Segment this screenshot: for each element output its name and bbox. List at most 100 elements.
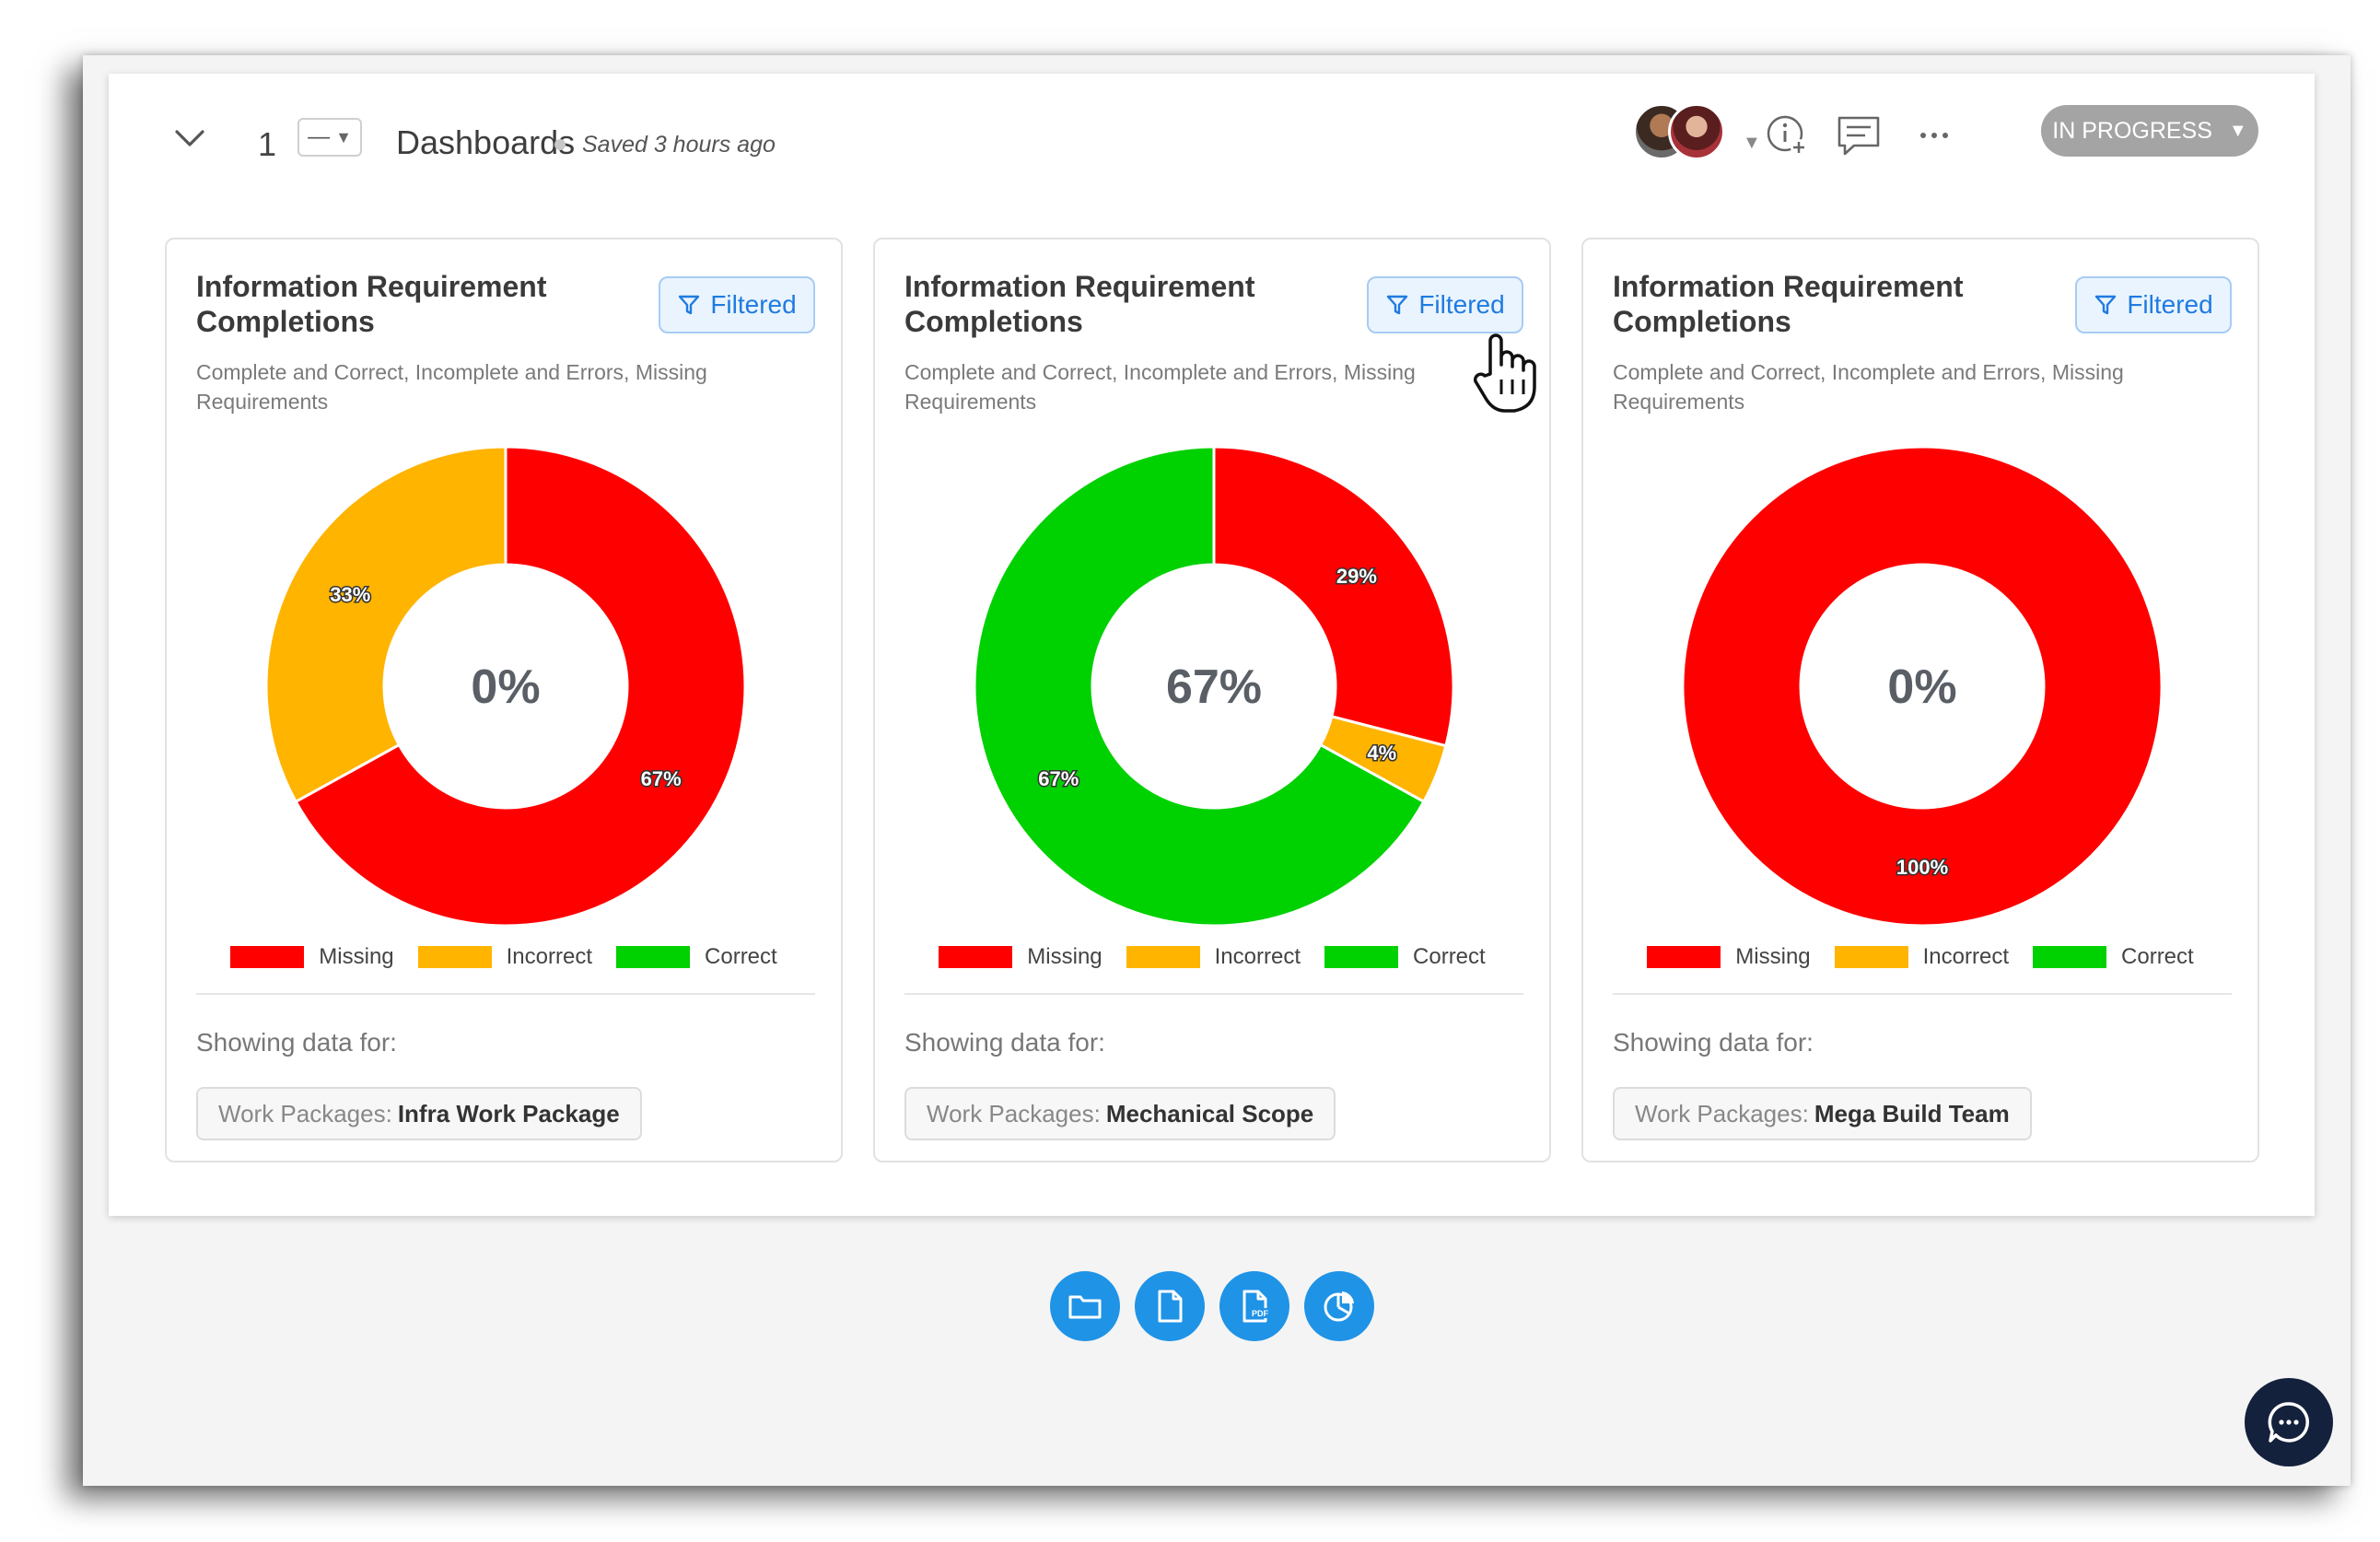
chevron-down-icon: ▼ (335, 127, 352, 146)
legend-label: Incorrect (1214, 944, 1301, 969)
filtered-button[interactable]: Filtered (2075, 276, 2232, 333)
export-pdf-button[interactable]: PDF (1219, 1271, 1289, 1341)
legend-swatch-missing (1647, 946, 1721, 968)
chart-legend: Missing Incorrect Correct (167, 944, 841, 970)
legend-label: Missing (1027, 944, 1102, 969)
more-icon[interactable] (1909, 111, 1959, 160)
donut-chart: 67% 33% 0% (264, 445, 747, 928)
card-title: Information Requirement Completions (196, 270, 547, 338)
avatar-dropdown-icon[interactable]: ▼ (1743, 133, 1761, 153)
level-selector[interactable]: — ▼ (298, 118, 362, 157)
legend-item-correct: Correct (2033, 944, 2194, 970)
showing-data-label: Showing data for: (1613, 1028, 1814, 1057)
donut-chart: 29% 4% 67% 67% (973, 445, 1455, 928)
legend-swatch-missing (230, 946, 305, 968)
legend-label: Incorrect (1922, 944, 2010, 969)
legend-swatch-correct (616, 946, 691, 968)
page-title: Dashboards (396, 123, 576, 161)
legend-label: Incorrect (506, 944, 593, 969)
card-title: Information Requirement Completions (904, 270, 1255, 338)
chart-card: Information Requirement Completions Filt… (165, 238, 843, 1162)
comment-icon[interactable] (1834, 111, 1884, 160)
legend-item-incorrect: Incorrect (1834, 944, 2010, 970)
work-package-tag[interactable]: Work Packages: Infra Work Package (196, 1087, 642, 1140)
info-add-icon[interactable] (1762, 111, 1812, 160)
legend-item-missing: Missing (1647, 944, 1811, 970)
status-label: IN PROGRESS (2052, 117, 2212, 144)
chart-legend: Missing Incorrect Correct (875, 944, 1549, 970)
chat-icon (2268, 1402, 2310, 1443)
tag-value: Mega Build Team (1814, 1099, 2010, 1127)
donut-slice-incorrect[interactable] (264, 445, 508, 804)
legend-item-incorrect: Incorrect (417, 944, 593, 970)
legend-swatch-incorrect (417, 946, 492, 968)
chart-legend: Missing Incorrect Correct (1583, 944, 2258, 970)
filter-icon (1387, 295, 1408, 315)
donut-chart: 100% 0% (1681, 445, 2164, 928)
legend-label: Correct (2121, 944, 2194, 969)
work-package-tag[interactable]: Work Packages: Mechanical Scope (904, 1087, 1336, 1140)
legend-swatch-correct (1324, 946, 1399, 968)
legend-label: Missing (1735, 944, 1811, 969)
donut-center-value: 0% (471, 660, 540, 714)
card-subtitle: Complete and Correct, Incomplete and Err… (1613, 360, 2124, 414)
tag-key: Work Packages: (1635, 1099, 1809, 1127)
section-number: 1 (258, 125, 277, 163)
hand-cursor-icon (1473, 333, 1536, 413)
legend-item-missing: Missing (939, 944, 1102, 970)
chevron-down-icon: ▼ (2228, 120, 2247, 141)
legend-label: Correct (1413, 944, 1486, 969)
divider (196, 993, 815, 995)
filtered-label: Filtered (710, 290, 797, 319)
legend-swatch-missing (939, 946, 1013, 968)
legend-label: Missing (319, 944, 394, 969)
donut-slice-missing[interactable] (1681, 445, 2164, 928)
slice-label-missing: 67% (641, 767, 682, 790)
svg-text:PDF: PDF (1252, 1309, 1269, 1318)
filtered-label: Filtered (2127, 290, 2213, 319)
filtered-button[interactable]: Filtered (1367, 276, 1523, 333)
app-window: 1 — ▼ Dashboards Saved 3 hours ago ▼ (83, 55, 2351, 1486)
card-subtitle: Complete and Correct, Incomplete and Err… (904, 360, 1416, 414)
legend-swatch-correct (2033, 946, 2107, 968)
legend-item-correct: Correct (1324, 944, 1486, 970)
donut-center-value: 0% (1887, 660, 1956, 714)
donut-slice-correct[interactable] (973, 445, 1426, 928)
document-button[interactable] (1135, 1271, 1205, 1341)
legend-item-missing: Missing (230, 944, 394, 970)
legend-label: Correct (705, 944, 777, 969)
showing-data-label: Showing data for: (196, 1028, 397, 1057)
collapse-chevron-icon[interactable] (173, 122, 206, 155)
status-dropdown[interactable]: IN PROGRESS ▼ (2041, 105, 2258, 157)
saved-status: Saved 3 hours ago (582, 132, 776, 158)
dashboard-panel: 1 — ▼ Dashboards Saved 3 hours ago ▼ (109, 74, 2315, 1216)
slice-label-incorrect: 33% (330, 583, 370, 606)
chart-view-button[interactable] (1304, 1271, 1374, 1341)
panel-header: 1 — ▼ Dashboards Saved 3 hours ago ▼ (109, 74, 2315, 193)
pie-chart-icon (1324, 1291, 1354, 1322)
assignee-avatars[interactable] (1633, 103, 1744, 164)
folder-icon (1068, 1295, 1102, 1319)
slice-label-incorrect: 4% (1367, 742, 1396, 765)
donut-slice-missing[interactable] (294, 445, 747, 928)
slice-label-correct: 67% (1038, 767, 1079, 790)
saved-dot (554, 139, 566, 150)
legend-item-incorrect: Incorrect (1126, 944, 1301, 970)
tag-key: Work Packages: (218, 1099, 392, 1127)
card-subtitle: Complete and Correct, Incomplete and Err… (196, 360, 707, 414)
divider (904, 993, 1523, 995)
chat-button[interactable] (2245, 1378, 2333, 1466)
legend-swatch-incorrect (1834, 946, 1908, 968)
filtered-button[interactable]: Filtered (659, 276, 815, 333)
filter-icon (679, 295, 700, 315)
legend-swatch-incorrect (1126, 946, 1200, 968)
pdf-icon: PDF (1242, 1290, 1270, 1323)
tag-value: Mechanical Scope (1105, 1099, 1314, 1127)
document-icon (1158, 1290, 1183, 1323)
open-folder-button[interactable] (1050, 1271, 1120, 1341)
slice-label-missing: 29% (1336, 565, 1377, 588)
slice-label-missing: 100% (1896, 856, 1948, 879)
work-package-tag[interactable]: Work Packages: Mega Build Team (1613, 1087, 2032, 1140)
donut-slice-missing[interactable] (1212, 445, 1455, 748)
showing-data-label: Showing data for: (904, 1028, 1105, 1057)
